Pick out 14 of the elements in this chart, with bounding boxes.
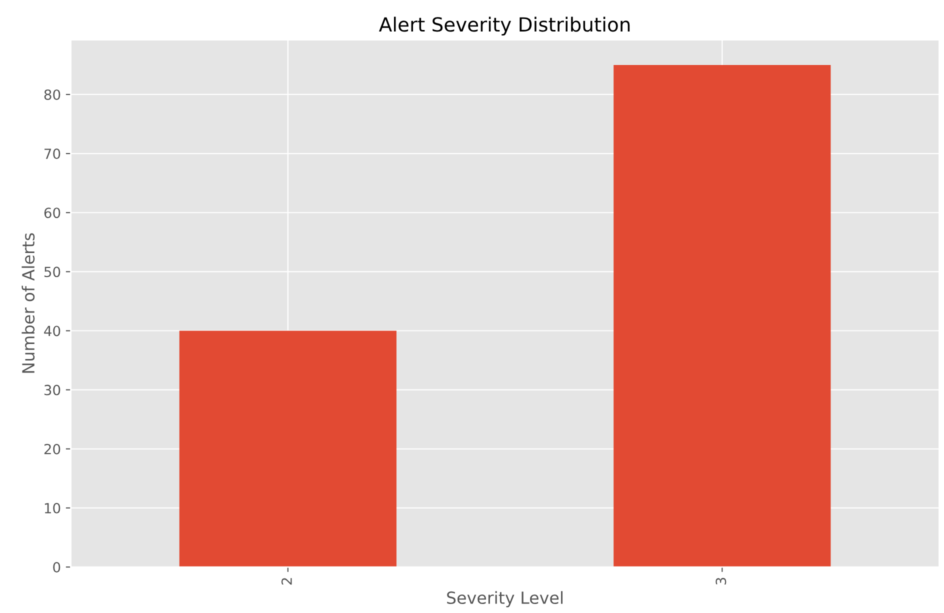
x-tick-label: 3 — [716, 578, 726, 585]
y-tick-label: 40 — [44, 326, 60, 336]
y-tick-label: 30 — [44, 384, 60, 396]
y-tick-label: 20 — [44, 444, 60, 454]
y-tick-label: 80 — [44, 89, 60, 100]
y-tick-label: 70 — [44, 148, 60, 160]
y-tick-label: 0 — [53, 562, 60, 572]
y-tick-label: 50 — [44, 266, 60, 278]
chart-title: Alert Severity Distribution — [379, 16, 630, 36]
x-tick-label: 2 — [281, 578, 292, 585]
y-tick-label: 60 — [44, 208, 60, 218]
x-axis-title: Severity Level — [447, 591, 563, 608]
y-tick-label: 10 — [44, 502, 60, 514]
y-axis-title: Number of Alerts — [22, 233, 35, 373]
